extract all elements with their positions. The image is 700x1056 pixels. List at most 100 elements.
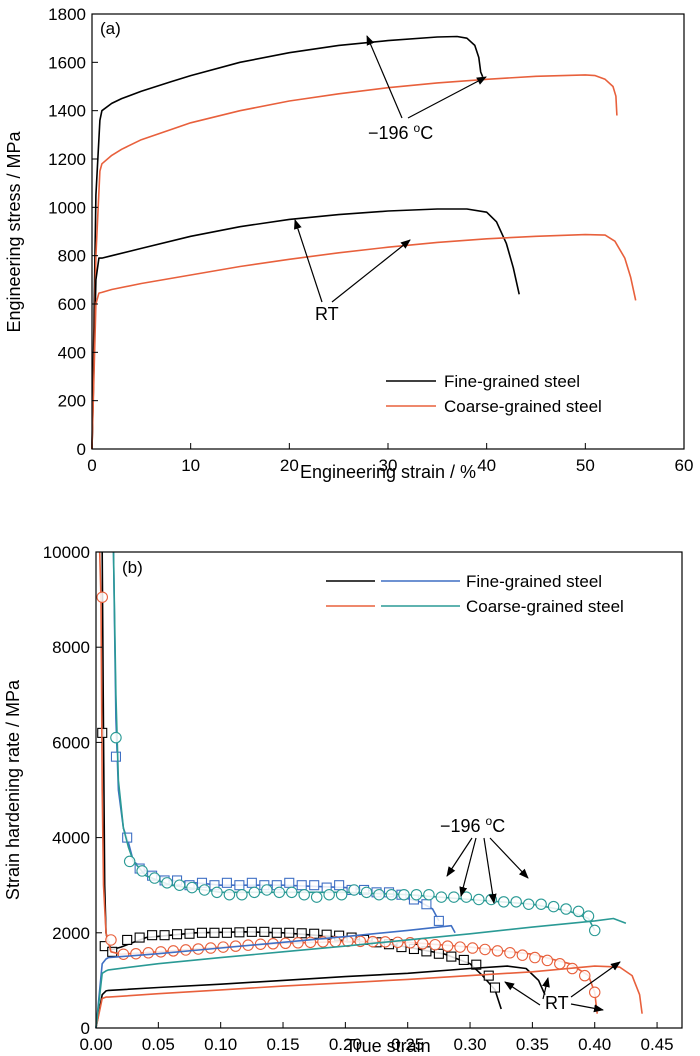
series-marker-0: [209, 927, 220, 938]
annotation-cryo-label: −196 oC: [440, 814, 505, 836]
series-marker-2: [292, 937, 304, 949]
legend-label-coarse: Coarse-grained steel: [466, 597, 624, 616]
annotation-rt-arrow-3: [570, 1003, 604, 1013]
x-axis-label: Engineering strain / %: [300, 462, 476, 482]
x-tick-label: 0.45: [641, 1035, 674, 1054]
legend-label-fine: Fine-grained steel: [466, 572, 602, 591]
y-tick-label: 6000: [52, 733, 90, 752]
annotation-cryo-arrow-coarse: [407, 76, 487, 119]
annotation-cryo: −196 oC: [366, 35, 487, 143]
series-marker-0: [446, 951, 457, 962]
series-line-7: [95, 917, 627, 1029]
x-tick-label: 0: [87, 456, 96, 475]
series-marker-2: [504, 947, 516, 959]
series-marker-3: [547, 900, 560, 913]
legend-label-coarse: Coarse-grained steel: [444, 397, 602, 416]
y-tick-label: 8000: [52, 638, 90, 657]
series-marker-3: [348, 884, 360, 896]
panel-b: 0.00 0.05 0.10 0.15 0.20 0.25 0.30 0.35 0.40 0.45…: [3, 543, 683, 1056]
series-marker-3: [435, 891, 448, 903]
series-marker-1: [421, 899, 432, 910]
series-marker-3: [261, 884, 273, 896]
series-marker-0: [458, 954, 469, 965]
series-marker-2: [96, 591, 108, 603]
annotation-cryo-label: −196 oC: [368, 121, 433, 143]
y-tick-label: 1400: [48, 102, 86, 121]
annotation-rt-label: RT: [315, 304, 339, 324]
series-marker-2: [279, 937, 292, 950]
series-marker-3: [473, 893, 485, 906]
series-marker-3: [223, 888, 236, 901]
annotation-cryo-arrow-4: [489, 837, 529, 879]
y-tick-label: 4000: [52, 829, 90, 848]
series-line-1: [112, 551, 440, 922]
series-marker-3: [198, 884, 211, 896]
legend-label-fine: Fine-grained steel: [444, 372, 580, 391]
series-marker-0: [171, 929, 183, 940]
panel-a: 0 10 20 30 40 50 60020040060080010001200140016…: [4, 5, 693, 482]
y-tick-label: 1000: [48, 198, 86, 217]
series-marker-3: [497, 896, 510, 908]
series-marker-0: [159, 930, 170, 941]
annotation-rt-arrow-coarse: [331, 239, 411, 303]
series-marker-1: [309, 880, 320, 891]
series-marker-3: [298, 888, 310, 901]
series-line-0: [91, 35, 484, 450]
annotation-rt-arrow-2: [542, 977, 550, 1000]
series-marker-0: [296, 928, 307, 939]
series-marker-2: [588, 986, 601, 999]
series-marker-2: [180, 944, 192, 956]
series-marker-1: [284, 877, 295, 888]
x-tick-label: 20: [280, 456, 299, 475]
series-marker-3: [398, 888, 410, 901]
x-tick-label: 50: [576, 456, 595, 475]
series-marker-3: [582, 910, 595, 922]
annotation-rt-label: RT: [545, 993, 569, 1013]
series-marker-3: [148, 872, 161, 884]
series-marker-3: [211, 886, 223, 899]
series-marker-3: [248, 886, 261, 899]
series-marker-2: [578, 969, 591, 982]
series-marker-2: [541, 954, 554, 967]
series-marker-3: [535, 898, 547, 910]
series-marker-3: [310, 891, 323, 903]
panel-label: (a): [100, 19, 121, 38]
x-tick-label: 0.10: [204, 1035, 237, 1054]
series-line-5: [95, 965, 643, 1029]
series-marker-2: [155, 946, 167, 958]
series-marker-3: [173, 879, 186, 891]
x-tick-label: 0.40: [578, 1035, 611, 1054]
series-marker-0: [221, 927, 232, 938]
x-tick-label: 0.20: [329, 1035, 362, 1054]
series-marker-2: [441, 940, 454, 952]
series-marker-3: [572, 905, 585, 918]
series-marker-0: [483, 970, 494, 981]
series-marker-2: [466, 942, 479, 954]
series-marker-2: [529, 951, 541, 964]
series-marker-2: [491, 945, 504, 957]
x-tick-label: 0.00: [79, 1035, 112, 1054]
legend: Fine-grained steel Coarse-grained steel: [386, 372, 602, 416]
series-marker-1: [296, 880, 307, 891]
series-line-3: [91, 233, 637, 450]
series-marker-3: [410, 888, 423, 901]
series-marker-0: [284, 927, 295, 938]
series-marker-3: [273, 886, 286, 899]
series-marker-0: [134, 932, 145, 943]
series-marker-1: [110, 751, 121, 762]
series-marker-2: [479, 943, 491, 956]
series-marker-0: [246, 926, 257, 937]
plot-frame: [95, 551, 683, 1029]
series-marker-0: [471, 959, 482, 970]
annotation-rt-arrow-1: [504, 981, 541, 1006]
series-marker-2: [416, 937, 429, 950]
series-marker-3: [385, 888, 398, 901]
annotation-rt-arrow-fine: [294, 219, 323, 303]
annotation-rt: RT: [294, 219, 411, 324]
series-marker-0: [433, 948, 444, 959]
x-tick-label: 0.25: [391, 1035, 424, 1054]
series-marker-0: [259, 926, 270, 937]
annotation-rt: RT: [504, 961, 621, 1013]
y-tick-label: 0: [81, 1019, 90, 1038]
